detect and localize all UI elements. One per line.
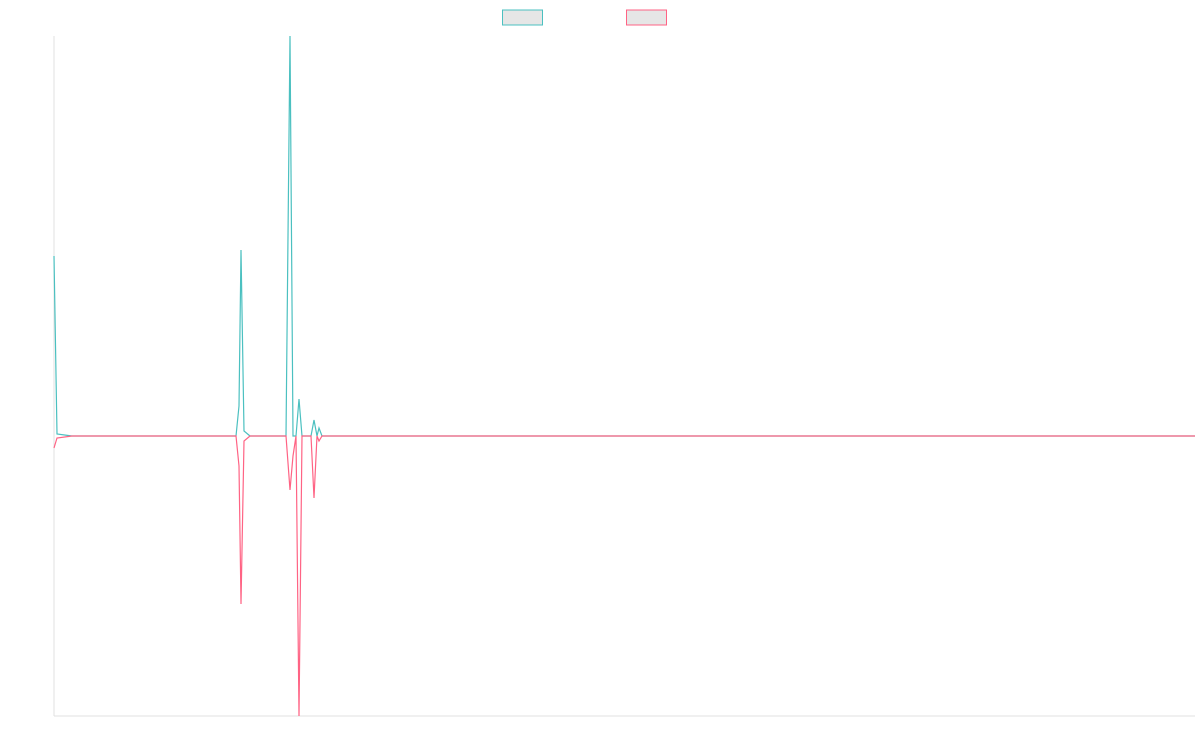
series-line (53, 435, 1195, 717)
legend-swatch (626, 9, 667, 26)
legend-swatch (502, 9, 543, 26)
series-line (53, 35, 1195, 437)
